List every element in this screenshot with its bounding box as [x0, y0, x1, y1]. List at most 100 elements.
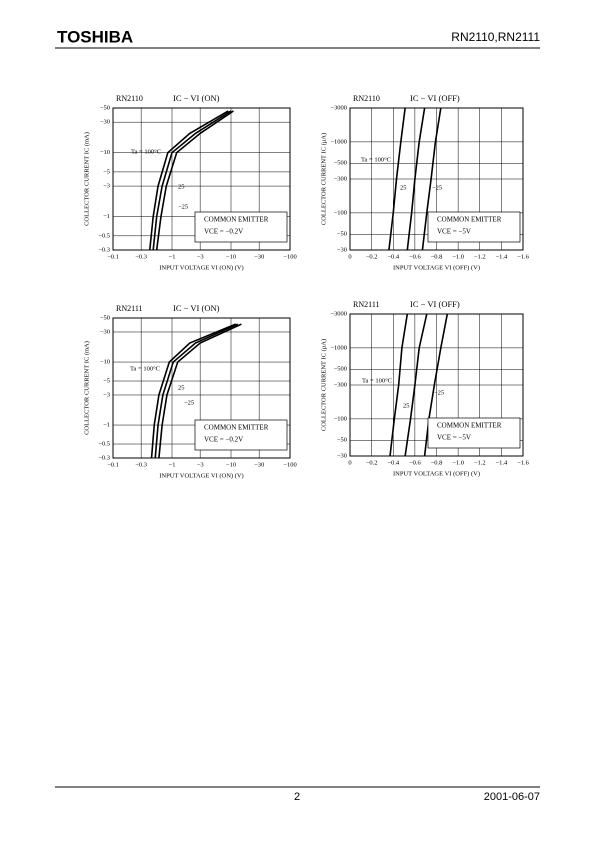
chart-subtitle: RN2110 — [353, 94, 380, 103]
chart-title: IC − VI (OFF) — [410, 299, 460, 309]
chart-title: IC − VI (OFF) — [410, 93, 460, 103]
x-axis-label: INPUT VOLTAGE VI (ON) (V) — [159, 472, 243, 479]
x-tick-label: −0.2 — [366, 459, 378, 466]
y-tick-label: −300 — [334, 381, 347, 388]
x-tick-label: −0.6 — [409, 253, 422, 260]
annotation-box — [194, 419, 288, 451]
y-tick-label: −50 — [100, 314, 110, 321]
series-label: 25 — [178, 384, 185, 391]
chart-subtitle: RN2111 — [116, 304, 143, 313]
series-line — [152, 110, 232, 251]
annotation-box — [427, 417, 521, 449]
y-axis-label: COLLECTOR CURRENT IC (μA) — [320, 339, 327, 431]
series-label: 25 — [403, 402, 410, 409]
x-tick-label: −1 — [169, 253, 176, 260]
annotation-text: VCE = −0.2V — [204, 228, 243, 236]
y-tick-label: −300 — [334, 175, 347, 182]
x-tick-label: −0.1 — [107, 461, 119, 468]
y-tick-label: −50 — [337, 231, 347, 238]
series-line — [421, 107, 442, 251]
annotation-text: VCE = −0.2V — [204, 436, 243, 444]
x-tick-label: −30 — [254, 461, 264, 468]
annotation-text: VCE = −5V — [437, 434, 471, 442]
series-label: −25 — [432, 184, 442, 191]
annotation-text: VCE = −5V — [437, 228, 471, 236]
x-tick-label: −1.2 — [474, 459, 486, 466]
x-tick-label: −1.2 — [474, 253, 486, 260]
series-label: Ta = 100°C — [131, 148, 161, 155]
series-label: Ta = 100°C — [130, 365, 160, 372]
y-tick-label: −50 — [100, 104, 110, 111]
y-tick-label: −3000 — [330, 310, 347, 317]
series-line — [423, 313, 449, 457]
x-tick-label: −3 — [197, 461, 204, 468]
annotation-text: COMMON EMITTER — [204, 424, 269, 432]
chart-title: IC − VI (ON) — [173, 93, 220, 103]
x-tick-label: −0.1 — [107, 253, 119, 260]
x-tick-label: −0.8 — [431, 253, 443, 260]
y-axis-label: COLLECTOR CURRENT IC (mA) — [83, 341, 90, 435]
x-axis-label: INPUT VOLTAGE VI (ON) (V) — [159, 264, 243, 271]
x-tick-label: −100 — [283, 253, 296, 260]
series-label: −25 — [434, 389, 444, 396]
y-tick-label: −50 — [337, 437, 347, 444]
y-tick-label: −500 — [334, 160, 347, 167]
x-tick-label: 0 — [348, 253, 351, 260]
y-tick-label: −1 — [103, 213, 110, 220]
y-axis-label: COLLECTOR CURRENT IC (mA) — [83, 132, 90, 226]
x-tick-label: −30 — [254, 253, 264, 260]
series-line — [389, 313, 409, 457]
x-tick-label: −0.8 — [431, 459, 443, 466]
series-line — [155, 110, 234, 251]
part-number: RN2110,RN2111 — [451, 30, 540, 44]
series-label: −25 — [178, 203, 188, 210]
y-tick-label: −100 — [334, 209, 347, 216]
series-line — [406, 107, 426, 251]
y-tick-label: −0.3 — [98, 246, 110, 253]
logo: TOSHIBA — [57, 27, 133, 46]
chart-subtitle: RN2110 — [116, 94, 143, 103]
series-label: Ta = 100°C — [362, 377, 392, 384]
annotation-box — [194, 211, 288, 243]
chart-subtitle: RN2111 — [353, 300, 380, 309]
y-tick-label: −10 — [100, 149, 110, 156]
series-label: −25 — [184, 399, 194, 406]
y-tick-label: −30 — [337, 452, 347, 459]
series-line — [154, 323, 239, 459]
y-tick-label: −30 — [100, 328, 110, 335]
x-tick-label: −1.4 — [495, 253, 508, 260]
x-tick-label: −1.0 — [452, 253, 464, 260]
y-tick-label: −5 — [103, 168, 110, 175]
y-tick-label: −0.5 — [98, 232, 110, 239]
y-tick-label: −30 — [100, 119, 110, 126]
x-axis-label: INPUT VOLTAGE VI (OFF) (V) — [393, 264, 480, 271]
y-tick-label: −500 — [334, 366, 347, 373]
x-tick-label: −1.4 — [495, 459, 508, 466]
x-tick-label: −1.6 — [517, 459, 530, 466]
series-line — [404, 313, 428, 457]
x-tick-label: −0.3 — [135, 461, 147, 468]
x-tick-label: −1.6 — [517, 253, 530, 260]
series-label: 25 — [400, 184, 407, 191]
y-tick-label: −30 — [337, 246, 347, 253]
series-label: 25 — [178, 183, 185, 190]
series-line — [388, 107, 406, 251]
x-tick-label: −0.6 — [409, 459, 422, 466]
y-tick-label: −1000 — [330, 344, 347, 351]
y-tick-label: −5 — [103, 377, 110, 384]
x-tick-label: −3 — [197, 253, 204, 260]
annotation-text: COMMON EMITTER — [437, 422, 502, 430]
y-tick-label: −100 — [334, 415, 347, 422]
y-tick-label: −10 — [100, 359, 110, 366]
x-tick-label: −0.3 — [135, 253, 147, 260]
y-tick-label: −1000 — [330, 138, 347, 145]
x-tick-label: −10 — [226, 253, 236, 260]
date: 2001-06-07 — [484, 791, 540, 803]
chart-title: IC − VI (ON) — [173, 303, 220, 313]
y-tick-label: −1 — [103, 422, 110, 429]
x-tick-label: −1.0 — [452, 459, 464, 466]
y-tick-label: −3000 — [330, 104, 347, 111]
y-axis-label: COLLECTOR CURRENT IC (μA) — [320, 133, 327, 225]
